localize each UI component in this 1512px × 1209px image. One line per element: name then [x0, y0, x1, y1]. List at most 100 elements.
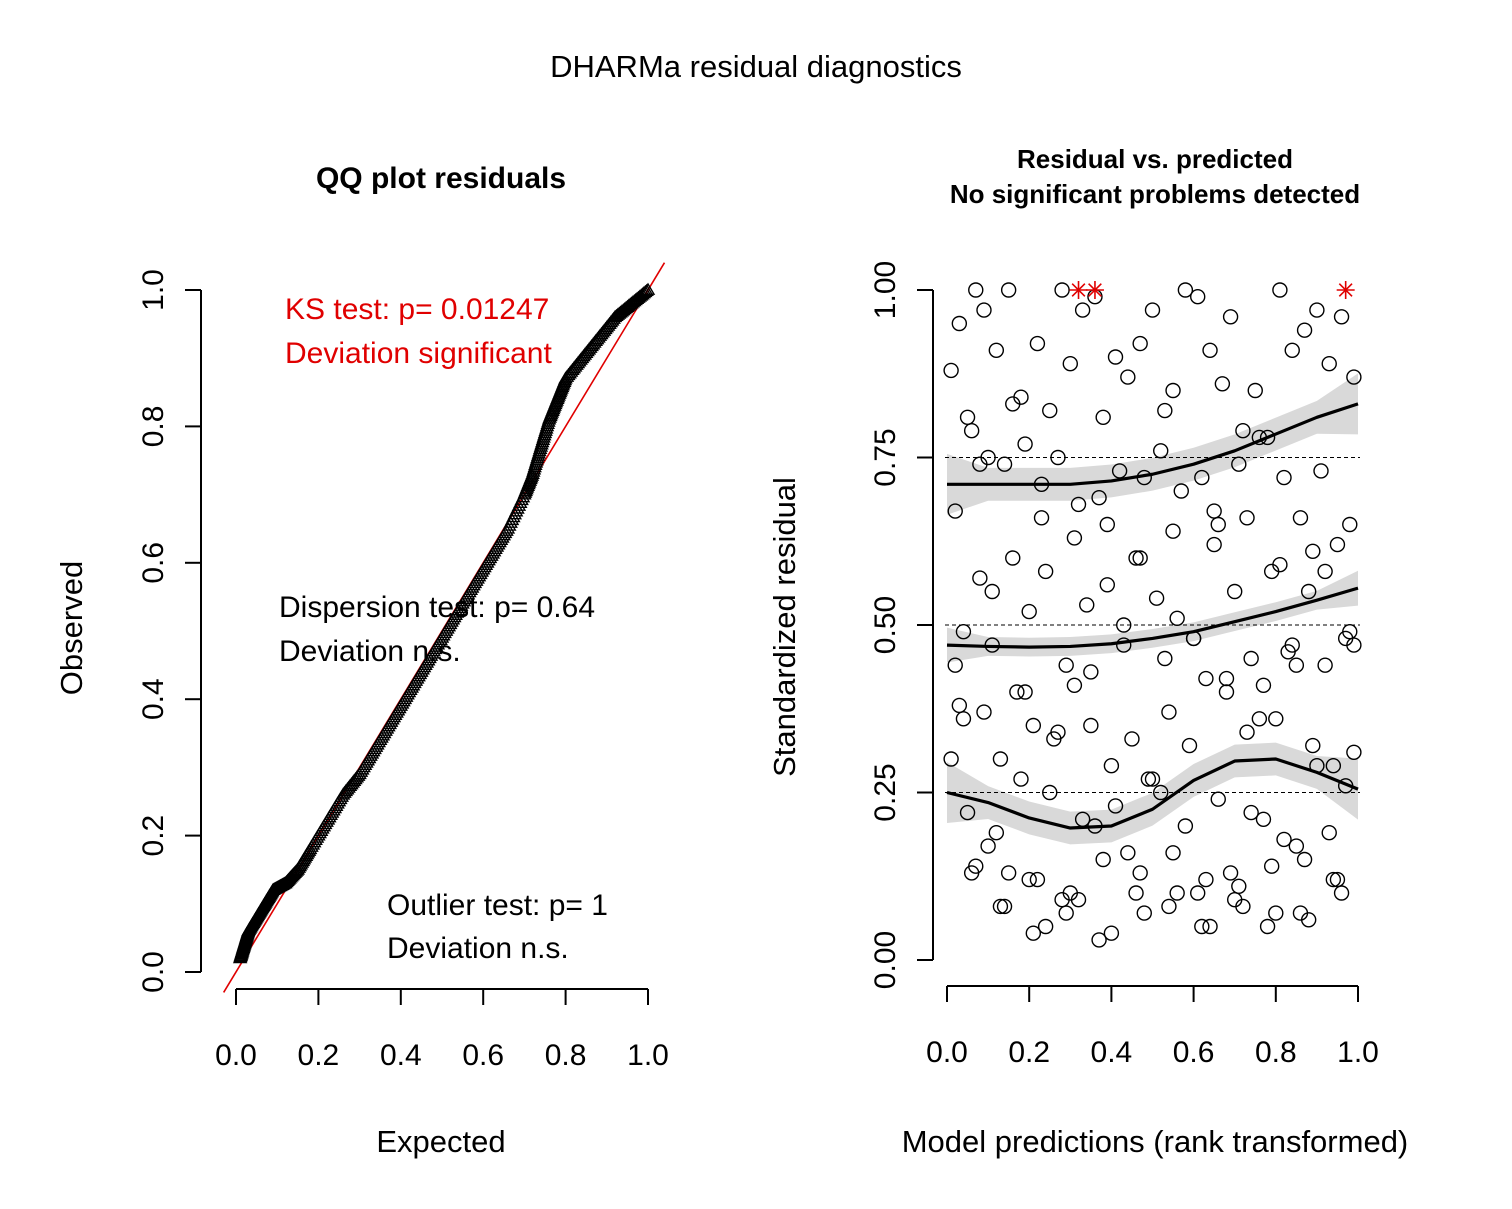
rp-point: [1029, 871, 1046, 888]
rp-x-tick-label: 0.4: [1091, 1036, 1133, 1069]
rp-point: [1070, 892, 1087, 908]
rp-point: [1210, 516, 1226, 533]
qq-plot-panel: QQ plot residuals 0.0 0.2 0.4 0.6 0.8 1.00.00…: [54, 162, 669, 1159]
rp-point: [1037, 918, 1054, 935]
qq-y-tick-label: 0.2: [137, 815, 170, 857]
rp-point: [1111, 463, 1128, 479]
rp-point: [1099, 516, 1115, 533]
rp-point: [1066, 677, 1083, 693]
rp-point: [1284, 637, 1300, 653]
rp-point: [1062, 356, 1079, 372]
rp-point: [1292, 905, 1309, 921]
rp-point: [1288, 657, 1305, 673]
rp-point: [1132, 335, 1148, 352]
rp-smooth-line: [946, 586, 1359, 649]
rp-point: [1325, 758, 1342, 774]
rp-point: [972, 456, 988, 472]
rp-point: [1103, 925, 1120, 941]
rp-point: [992, 751, 1009, 767]
rp-point: [1091, 490, 1107, 506]
rp-point: [1173, 483, 1189, 499]
rp-point: [1272, 282, 1288, 298]
rp-point: [1247, 382, 1263, 399]
rp-point: [1013, 771, 1029, 787]
rp-point: [1296, 851, 1313, 868]
rp-point: [1177, 818, 1194, 834]
rp-point: [1021, 871, 1037, 888]
rp-residual-points: [943, 282, 1362, 948]
rp-point: [1017, 684, 1033, 700]
rp-x-tick-label: 0.8: [1255, 1036, 1297, 1069]
rp-point: [1194, 469, 1210, 486]
rp-point: [1321, 356, 1337, 372]
rp-point: [1226, 892, 1243, 908]
rp-point: [1346, 744, 1362, 760]
qq-x-tick-label: 1.0: [627, 1039, 669, 1072]
rp-point: [1136, 905, 1152, 921]
rp-point: [1305, 543, 1321, 559]
rp-point: [1194, 918, 1210, 935]
rp-point: [943, 362, 959, 379]
rp-point: [1300, 583, 1317, 600]
rp-point: [1107, 349, 1124, 365]
rp-point: [1263, 858, 1280, 874]
qq-axes: 0.0 0.2 0.4 0.6 0.8 1.0 0.0 0.2 0.4 0.6 0.8 1.0: [137, 269, 669, 1072]
rp-point: [1103, 758, 1120, 774]
rp-point: [1202, 342, 1218, 358]
ks-deviation-text: Deviation significant: [285, 337, 552, 370]
rp-quantile-reference-lines: [945, 457, 1360, 793]
rp-x-label: Model predictions (rank transformed): [902, 1124, 1409, 1159]
rp-point: [1305, 737, 1321, 754]
qq-x-tick-label: 0.8: [545, 1039, 587, 1072]
qq-x-tick-label: 0.0: [215, 1039, 257, 1072]
rp-point: [1005, 550, 1021, 566]
rp-point: [1095, 851, 1111, 868]
rp-point: [1231, 456, 1247, 472]
rp-point: [1099, 577, 1115, 593]
rp-axes: 0.0 0.2 0.4 0.6 0.8 1.0 0.00 0.25 0.50 0.75 1.00: [869, 261, 1379, 1069]
rp-point: [1124, 731, 1140, 747]
rp-point: [972, 570, 988, 586]
rp-point: [1243, 650, 1259, 667]
rp-subtitle: No significant problems detected: [950, 179, 1360, 209]
rp-point: [1272, 557, 1288, 573]
rp-point: [1165, 845, 1181, 861]
rp-point: [1231, 878, 1247, 894]
rp-point: [996, 898, 1013, 915]
rp-point: [984, 583, 1000, 600]
rp-point: [1066, 530, 1083, 546]
rp-point: [1083, 717, 1099, 734]
rp-point: [976, 704, 992, 720]
rp-point: [988, 342, 1005, 358]
rp-point: [1157, 650, 1173, 667]
qq-plot-title: QQ plot residuals: [316, 162, 566, 195]
outlier-deviation-text: Deviation n.s.: [387, 932, 569, 965]
rp-point: [1050, 449, 1066, 466]
rp-smooth-line: [947, 402, 1359, 486]
rp-point: [947, 503, 963, 519]
rp-point: [1329, 536, 1346, 553]
rp-point: [1070, 496, 1087, 513]
rp-point: [1342, 624, 1358, 640]
rp-confidence-band: [947, 742, 1358, 845]
rp-point: [1074, 302, 1091, 318]
rp-point: [996, 456, 1013, 472]
rp-point: [1144, 302, 1161, 318]
rp-point: [1218, 684, 1235, 700]
rp-point: [1292, 510, 1309, 526]
rp-point: [1206, 503, 1222, 519]
rp-point: [1161, 704, 1177, 720]
rp-point: [1128, 550, 1144, 566]
qq-y-tick-label: 0.8: [137, 406, 170, 448]
rp-point: [1177, 282, 1194, 298]
rp-point: [1025, 717, 1042, 734]
rp-point: [1284, 342, 1300, 358]
rp-confidence-band: [947, 373, 1358, 515]
rp-point: [1116, 617, 1132, 633]
qq-y-tick-label: 0.6: [137, 542, 170, 584]
rp-point: [1214, 376, 1231, 392]
rp-point: [1198, 670, 1214, 687]
rp-point: [1140, 771, 1157, 787]
rp-point: [1259, 918, 1276, 935]
